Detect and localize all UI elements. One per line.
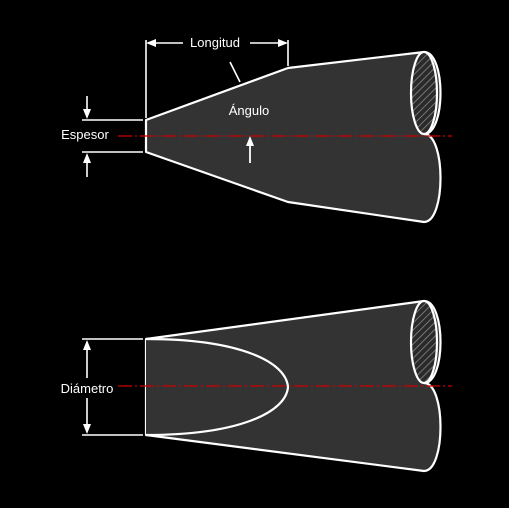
bottom-nozzle-end-section [409, 299, 439, 385]
bottom-inner-cavity [145, 337, 290, 437]
bottom-nozzle: Diámetro [61, 299, 452, 473]
length-label: Longitud [190, 35, 240, 50]
thickness-label: Espesor [61, 127, 109, 142]
top-nozzle-body [144, 50, 442, 224]
angle-arrow [246, 136, 254, 163]
diameter-label: Diámetro [61, 381, 114, 396]
angle-label: Ángulo [229, 103, 269, 118]
diameter-dimension [82, 338, 143, 436]
top-nozzle: Longitud Ángulo Espesor [61, 35, 452, 224]
length-dimension [145, 39, 289, 118]
thickness-dimension [82, 96, 143, 177]
top-nozzle-end-section [409, 50, 439, 136]
angle-leader [229, 61, 241, 83]
